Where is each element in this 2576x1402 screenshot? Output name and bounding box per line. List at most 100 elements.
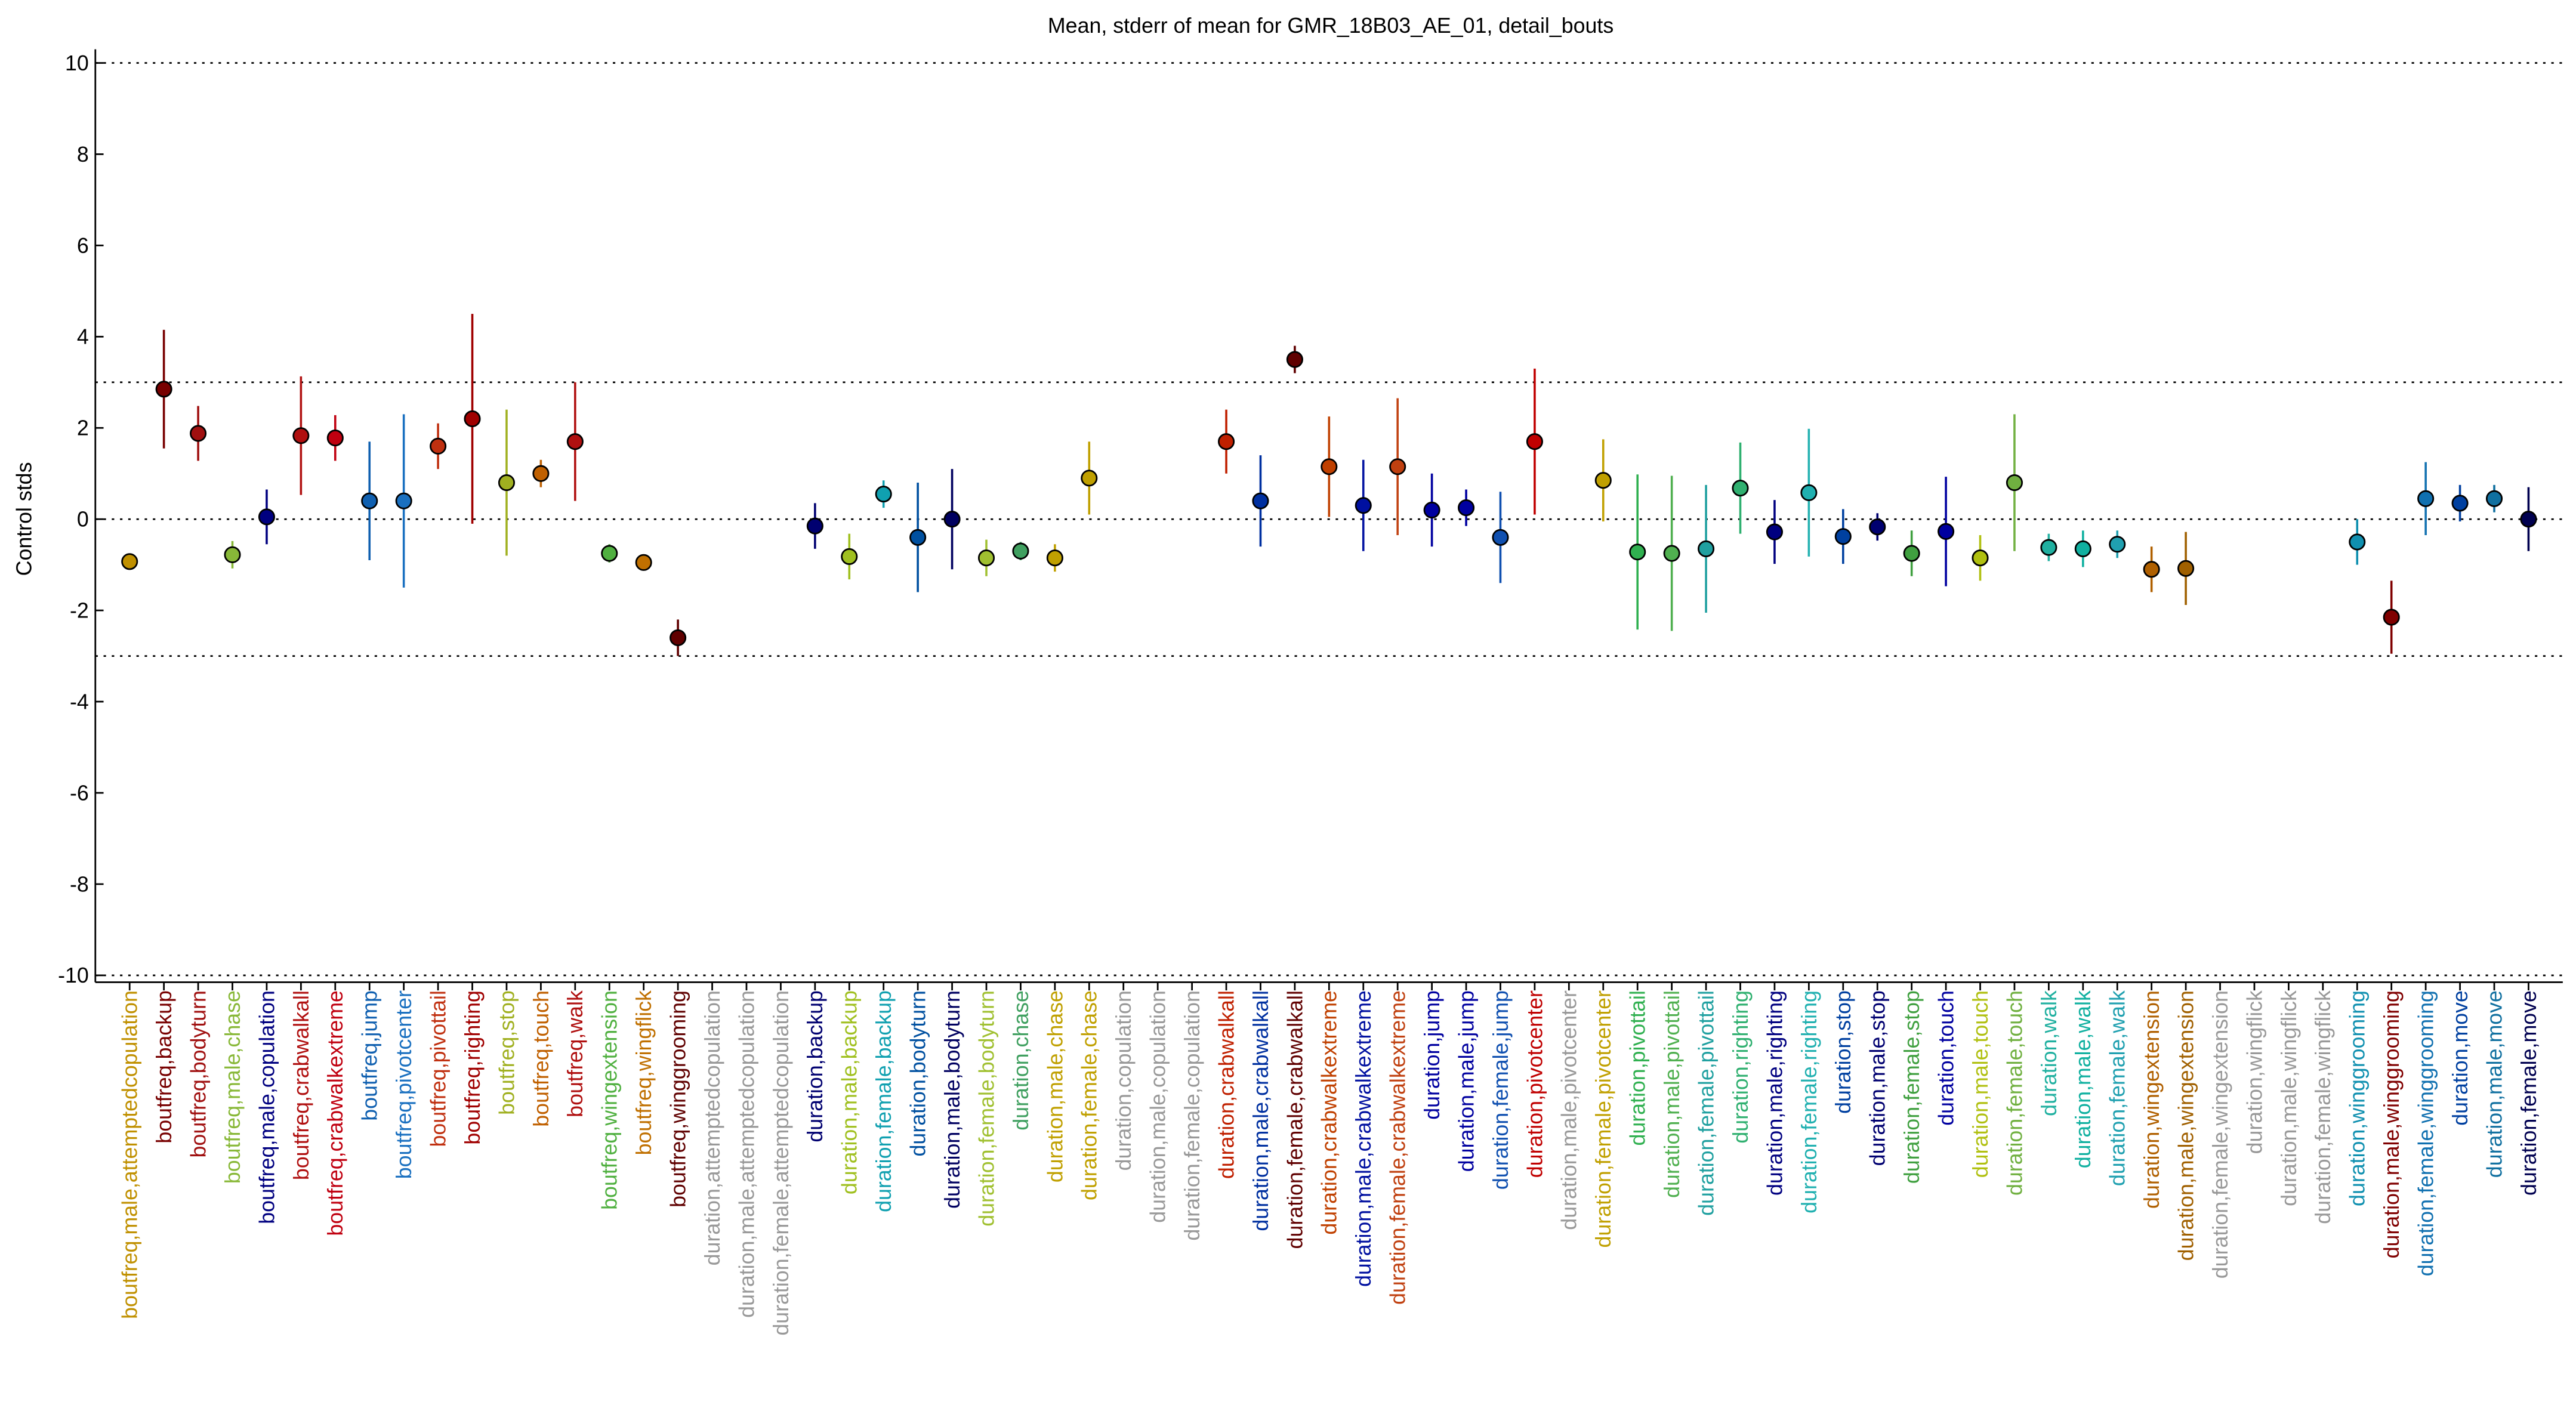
x-tick-label: boutfreq,wingflick — [632, 990, 656, 1155]
y-tick-label: -6 — [70, 781, 89, 805]
mean-marker — [1594, 472, 1612, 489]
y-tick-label: -2 — [70, 599, 89, 623]
y-tick-label: -10 — [58, 964, 89, 987]
mean-marker — [1972, 549, 1989, 567]
x-tick-label: boutfreq,righting — [461, 990, 485, 1144]
x-tick-label: duration,walk — [2037, 990, 2061, 1116]
y-tick-label: 8 — [77, 143, 89, 166]
x-tick-label: duration,female,walk — [2106, 990, 2130, 1186]
mean-marker — [2417, 490, 2435, 507]
x-tick-label: boutfreq,stop — [495, 990, 519, 1115]
mean-marker — [292, 427, 310, 444]
x-tick-label: duration,male,wingflick — [2277, 990, 2301, 1206]
mean-marker — [2040, 539, 2057, 556]
x-tick-label: boutfreq,male,attemptedcopulation — [118, 990, 142, 1319]
x-tick-label: duration,female,righting — [1797, 990, 1821, 1213]
x-tick-label: boutfreq,crabwalkall — [289, 990, 313, 1180]
x-tick-label: duration,male,touch — [1969, 990, 1992, 1178]
x-tick-label: boutfreq,bodyturn — [186, 990, 210, 1157]
x-tick-label: duration,crabwalkall — [1214, 990, 1238, 1179]
x-tick-label: duration,winggrooming — [2346, 990, 2370, 1206]
x-tick-label: duration,chase — [1009, 990, 1033, 1131]
x-tick-label: duration,male,wingextension — [2174, 990, 2198, 1261]
x-tick-label: duration,male,pivottail — [1660, 990, 1684, 1198]
mean-marker — [601, 545, 618, 562]
mean-marker — [943, 511, 961, 528]
x-tick-label: duration,male,walk — [2071, 990, 2095, 1168]
mean-marker — [1286, 351, 1303, 368]
x-tick-label: duration,female,stop — [1900, 990, 1924, 1184]
mean-marker — [190, 425, 207, 442]
mean-marker — [361, 492, 378, 509]
mean-marker — [1046, 549, 1063, 567]
x-tick-label: duration,bodyturn — [906, 990, 930, 1156]
x-tick-label: duration,crabwalkextreme — [1318, 990, 1341, 1235]
mean-marker — [2349, 533, 2366, 551]
x-tick-label: boutfreq,pivottail — [426, 990, 450, 1147]
x-tick-label: duration,move — [2448, 990, 2472, 1126]
x-tick-label: duration,female,jump — [1489, 990, 1513, 1190]
mean-marker — [1732, 480, 1749, 497]
mean-marker — [326, 430, 344, 447]
mean-marker — [1492, 529, 1509, 546]
x-tick-label: boutfreq,jump — [358, 990, 382, 1121]
x-tick-label: duration,male,pivotcenter — [1557, 990, 1581, 1230]
x-tick-label: boutfreq,wingextension — [598, 990, 622, 1210]
mean-marker — [1938, 523, 1955, 540]
mean-marker — [1526, 433, 1543, 450]
y-tick-label: 4 — [77, 325, 89, 349]
mean-marker — [1663, 545, 1680, 562]
x-tick-label: duration,female,chase — [1078, 990, 1102, 1200]
x-tick-label: duration,female,copulation — [1180, 990, 1204, 1241]
x-tick-label: duration,wingextension — [2140, 990, 2164, 1209]
x-tick-label: duration,male,winggrooming — [2380, 990, 2404, 1258]
x-tick-label: duration,pivotcenter — [1523, 990, 1547, 1178]
x-tick-label: duration,female,wingflick — [2311, 990, 2335, 1224]
x-tick-label: duration,stop — [1831, 990, 1855, 1114]
x-tick-label: boutfreq,crabwalkextreme — [323, 990, 347, 1236]
x-tick-label: boutfreq,pivotcenter — [392, 990, 416, 1179]
x-tick-label: boutfreq,backup — [152, 990, 176, 1144]
mean-marker — [498, 474, 516, 492]
x-tick-label: duration,jump — [1420, 990, 1444, 1120]
mean-marker — [2383, 609, 2400, 626]
mean-marker — [224, 546, 241, 563]
mean-marker — [430, 437, 447, 455]
mean-marker — [464, 410, 481, 428]
mean-marker — [841, 548, 858, 565]
x-tick-label: boutfreq,touch — [529, 990, 553, 1127]
mean-marker — [121, 553, 138, 570]
mean-marker — [1389, 458, 1406, 475]
mean-marker — [532, 465, 550, 482]
y-tick-label: 2 — [77, 416, 89, 440]
mean-marker — [2074, 540, 2091, 557]
x-tick-label: duration,female,wingextension — [2208, 990, 2232, 1279]
mean-marker — [1766, 523, 1783, 541]
mean-marker — [566, 433, 584, 450]
x-tick-label: duration,wingflick — [2242, 990, 2266, 1154]
x-tick-label: duration,righting — [1729, 990, 1753, 1144]
mean-marker — [2451, 495, 2469, 512]
x-tick-label: duration,attemptedcopulation — [701, 990, 724, 1265]
mean-marker — [977, 549, 995, 567]
x-tick-label: boutfreq,male,copulation — [255, 990, 279, 1224]
x-tick-label: duration,female,crabwalkextreme — [1386, 990, 1410, 1305]
y-tick-label: 10 — [65, 51, 89, 75]
x-tick-label: duration,female,winggrooming — [2414, 990, 2438, 1276]
x-tick-label: boutfreq,male,chase — [221, 990, 245, 1184]
x-tick-label: duration,pivottail — [1626, 990, 1650, 1145]
y-axis-label: Control stds — [12, 462, 36, 576]
x-tick-label: duration,male,move — [2482, 990, 2506, 1178]
mean-marker — [875, 486, 892, 503]
x-tick-label: duration,female,move — [2517, 990, 2541, 1196]
y-tick-label: -4 — [70, 690, 89, 714]
x-tick-label: duration,female,touch — [2003, 990, 2026, 1196]
mean-marker — [1834, 528, 1852, 545]
mean-marker — [670, 629, 687, 647]
x-tick-label: duration,backup — [803, 990, 827, 1142]
mean-marker — [2006, 474, 2023, 492]
mean-marker — [1698, 540, 1715, 557]
x-tick-label: duration,male,stop — [1866, 990, 1890, 1166]
mean-marker — [1252, 492, 1269, 509]
